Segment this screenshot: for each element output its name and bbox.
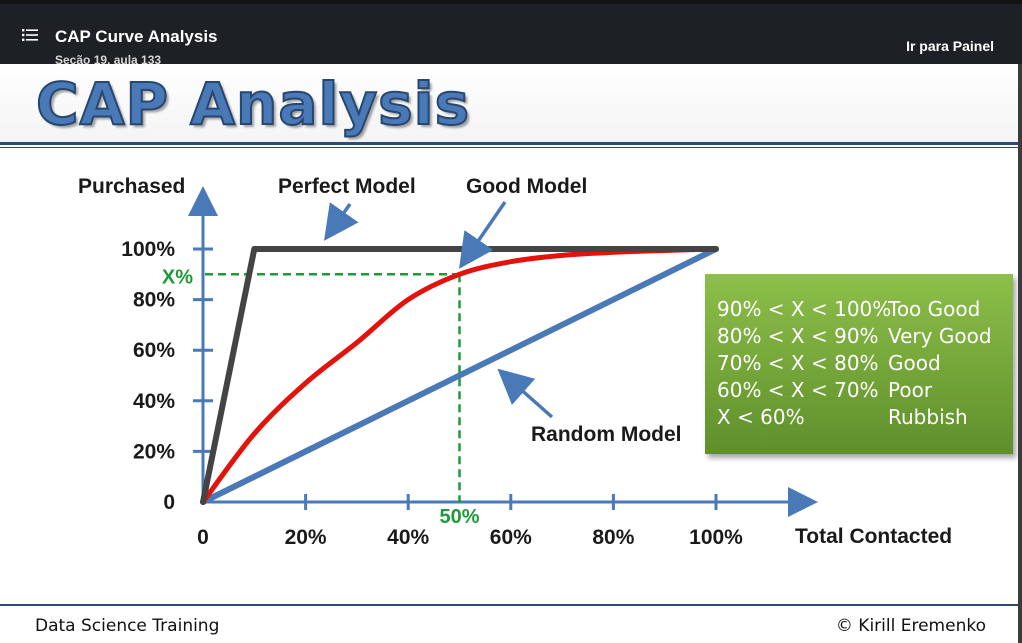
legend-condition: 70% < X < 80% — [717, 351, 879, 375]
legend-condition: X < 60% — [717, 405, 805, 429]
legend-condition: 60% < X < 70% — [717, 378, 879, 402]
y-axis-title: Purchased — [78, 175, 185, 198]
x-tick-label: 0 — [197, 526, 209, 549]
random-model-line — [200, 246, 719, 505]
random-model-label: Random Model — [531, 423, 682, 446]
accuracy-legend-box: 90% < X < 100% Too Good 80% < X < 90% Very … — [705, 274, 1013, 454]
y-tick-label: 100% — [121, 238, 175, 261]
slide: CAP Analysis 0 0 20% 20% 40% 40% 60% 60% 80% 80% 1… — [0, 64, 1022, 643]
header-rule-thin — [0, 147, 1022, 148]
legend-rating: Too Good — [888, 297, 981, 321]
slide-title: CAP Analysis — [35, 69, 471, 139]
y-tick-label: 80% — [133, 289, 175, 312]
lecture-title: CAP Curve Analysis — [55, 27, 218, 46]
y-tick-label: 0 — [163, 491, 175, 514]
footer-left-text: Data Science Training — [35, 616, 220, 636]
legend-rating: Good — [888, 351, 941, 375]
x-tick-label: 40% — [387, 526, 429, 549]
perfect-model-arrow — [323, 202, 359, 241]
good-model-arrow — [459, 201, 507, 269]
footer-rule — [0, 604, 1022, 606]
go-to-dashboard-link[interactable]: Ir para Painel — [906, 38, 994, 54]
perfect-model-line — [200, 246, 719, 505]
x-axis-title: Total Contacted — [795, 525, 952, 548]
legend-rating: Poor — [888, 378, 933, 402]
slide-header — [0, 64, 1022, 144]
fifty-percent-label: 50% — [439, 506, 479, 528]
x-tick-label: 20% — [285, 526, 327, 549]
good-model-label: Good Model — [466, 175, 587, 198]
lecture-subtitle: Seção 19, aula 133 — [55, 53, 162, 64]
legend-rating: Rubbish — [888, 405, 968, 429]
x-tick-label: 80% — [592, 526, 634, 549]
legend-condition: 80% < X < 90% — [717, 324, 879, 348]
header-rule — [0, 142, 1022, 145]
perfect-model-label: Perfect Model — [278, 175, 416, 198]
course-header: CAP Curve Analysis Seção 19, aula 133 Ir… — [0, 0, 1022, 64]
legend-rating: Very Good — [888, 324, 992, 348]
y-tick-label: 60% — [133, 339, 175, 362]
header-strip — [0, 0, 1022, 4]
x-percent-label: X% — [162, 266, 193, 288]
legend-condition: 90% < X < 100% — [717, 297, 892, 321]
y-tick-label: 40% — [133, 390, 175, 413]
random-model-arrow — [497, 368, 554, 419]
x-tick-label: 100% — [689, 526, 743, 549]
list-icon[interactable] — [22, 28, 38, 42]
scrollbar[interactable] — [1018, 64, 1022, 643]
x-tick-label: 60% — [490, 526, 532, 549]
y-tick-label: 20% — [133, 440, 175, 463]
footer-right-text: © Kirill Eremenko — [835, 616, 986, 636]
cap-chart: 00 20% 20% 40% 40% 60% 60% 80% 80% 100% 100% Purcha… — [78, 175, 952, 549]
